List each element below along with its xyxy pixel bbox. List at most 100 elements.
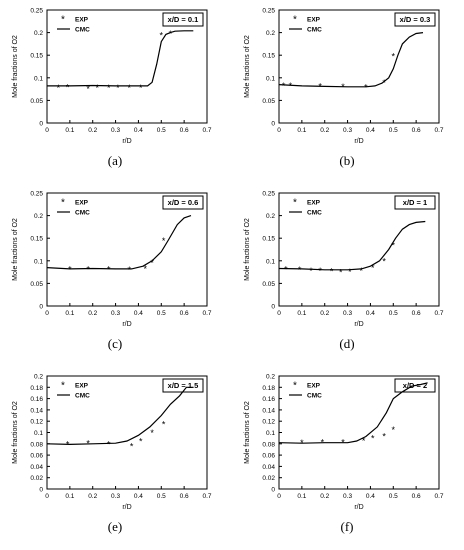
x-axis-label: r/D xyxy=(122,504,131,511)
y-tick-label: 0.1 xyxy=(266,430,275,437)
exp-point: * xyxy=(96,83,100,93)
x-tick-label: 0 xyxy=(277,493,281,500)
y-tick-label: 0.1 xyxy=(34,75,43,82)
x-tick-label: 0.4 xyxy=(134,127,143,134)
y-tick-label: 0.14 xyxy=(262,407,275,414)
x-tick-label: 0 xyxy=(45,310,49,317)
y-axis-label: Mole fractions of O2 xyxy=(244,218,251,281)
y-tick-label: 0.05 xyxy=(262,98,275,105)
y-axis-label: Mole fractions of O2 xyxy=(12,218,19,281)
x-tick-label: 0.3 xyxy=(111,493,120,500)
y-tick-label: 0.1 xyxy=(266,75,275,82)
exp-point: * xyxy=(162,236,166,246)
panel-caption: (b) xyxy=(339,153,355,168)
x-tick-label: 0.5 xyxy=(157,310,166,317)
exp-point: * xyxy=(348,267,352,277)
series-line-cmc xyxy=(46,215,192,270)
x-tick-label: 0.1 xyxy=(297,310,306,317)
x-tick-label: 0 xyxy=(45,127,49,134)
legend-label-exp: EXP xyxy=(307,383,321,390)
exp-point: * xyxy=(57,83,61,93)
exp-point: * xyxy=(284,264,288,274)
y-tick-label: 0.18 xyxy=(30,385,43,392)
x-tick-label: 0.1 xyxy=(65,310,74,317)
y-axis-label: Mole fractions of O2 xyxy=(12,401,19,464)
annotation-label: x/D = 0.6 xyxy=(168,198,199,207)
legend-marker-exp: * xyxy=(293,198,297,209)
annotation-label: x/D = 0.3 xyxy=(400,15,431,24)
x-tick-label: 0.1 xyxy=(297,127,306,134)
x-axis-label: r/D xyxy=(354,504,363,511)
x-tick-label: 0.7 xyxy=(202,310,211,317)
x-tick-label: 0.6 xyxy=(412,127,421,134)
x-tick-label: 0.4 xyxy=(134,310,143,317)
exp-point: * xyxy=(86,439,90,449)
x-tick-label: 0.1 xyxy=(65,493,74,500)
legend-label-cmc: CMC xyxy=(75,210,90,217)
plot-frame xyxy=(46,375,208,490)
x-tick-label: 0.7 xyxy=(202,127,211,134)
legend-label-cmc: CMC xyxy=(307,27,322,34)
exp-point: * xyxy=(66,82,70,92)
y-tick-label: 0.25 xyxy=(262,8,275,15)
y-tick-label: 0.15 xyxy=(262,53,275,60)
x-tick-label: 0.5 xyxy=(157,127,166,134)
y-tick-label: 0.2 xyxy=(266,213,275,220)
x-tick-label: 0.4 xyxy=(366,310,375,317)
y-tick-label: 0.06 xyxy=(262,453,275,460)
y-tick-label: 0 xyxy=(39,304,43,311)
x-tick-label: 0.5 xyxy=(389,493,398,500)
y-tick-label: 0 xyxy=(39,121,43,128)
legend-marker-exp: * xyxy=(61,198,65,209)
x-tick-label: 0.5 xyxy=(157,493,166,500)
x-tick-label: 0.2 xyxy=(88,127,97,134)
y-tick-label: 0.05 xyxy=(30,98,43,105)
chart-panel-b: 0 0.05 0.1 0.15 0.2 0.25 0 0.1 0.2 0.3 0.4 0.5 0.6 0.… xyxy=(232,0,462,183)
x-tick-label: 0.7 xyxy=(434,493,443,500)
exp-point: * xyxy=(169,29,173,39)
x-tick-label: 0.4 xyxy=(366,127,375,134)
y-tick-label: 0.08 xyxy=(262,441,275,448)
exp-point: * xyxy=(318,266,322,276)
chart-svg: 0 0.05 0.1 0.15 0.2 0.25 0 0.1 0.2 0.3 0.4 0.5 0.6 0.… xyxy=(12,8,212,146)
annotation-label: x/D = 0.1 xyxy=(168,15,199,24)
x-tick-label: 0.2 xyxy=(320,310,329,317)
legend-label-cmc: CMC xyxy=(307,393,322,400)
exp-point: * xyxy=(107,83,111,93)
y-tick-label: 0.25 xyxy=(30,8,43,15)
exp-point: * xyxy=(144,264,148,274)
exp-point: * xyxy=(300,438,304,448)
x-tick-label: 0.7 xyxy=(434,310,443,317)
annotation-box xyxy=(394,12,436,27)
x-axis-label: r/D xyxy=(122,321,131,328)
x-tick-label: 0 xyxy=(277,127,281,134)
exp-point: * xyxy=(68,264,72,274)
y-tick-label: 0.15 xyxy=(30,53,43,60)
y-axis-label: Mole fractions of O2 xyxy=(244,401,251,464)
legend-label-exp: EXP xyxy=(75,17,89,24)
exp-point: * xyxy=(282,81,286,91)
exp-point: * xyxy=(107,264,111,274)
annotation-box xyxy=(162,12,204,27)
x-tick-label: 0.1 xyxy=(297,493,306,500)
y-tick-label: 0.12 xyxy=(262,419,275,426)
y-tick-label: 0.1 xyxy=(34,430,43,437)
x-axis-label: r/D xyxy=(354,138,363,145)
series-line-cmc xyxy=(278,382,428,444)
x-tick-label: 0.7 xyxy=(434,127,443,134)
exp-point: * xyxy=(382,256,386,266)
exp-point: * xyxy=(371,263,375,273)
x-tick-label: 0.4 xyxy=(134,493,143,500)
y-tick-label: 0.16 xyxy=(30,396,43,403)
y-tick-label: 0.1 xyxy=(34,258,43,265)
panel-caption: (d) xyxy=(339,336,355,351)
chart-svg: 0 0.02 0.04 0.06 0.08 0.1 0.12 0.14 0.16 0.18 0.2 0… xyxy=(12,374,212,512)
x-tick-label: 0 xyxy=(277,310,281,317)
x-tick-label: 0.7 xyxy=(202,493,211,500)
exp-point: * xyxy=(382,78,386,88)
x-tick-label: 0.3 xyxy=(111,310,120,317)
annotation-box xyxy=(394,195,436,210)
exp-point: * xyxy=(330,267,334,277)
y-tick-label: 0.25 xyxy=(262,191,275,198)
exp-point: * xyxy=(150,258,154,268)
